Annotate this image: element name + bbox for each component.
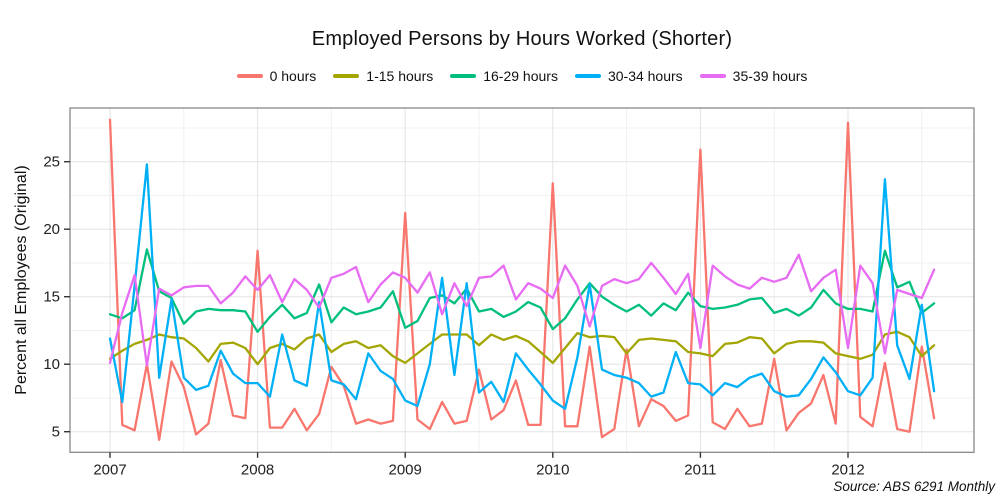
axis-ticks [64, 160, 849, 458]
x-axis-tick-labels: 2007 2008 2009 2010 2011 2012 [93, 461, 864, 478]
legend-swatch [236, 74, 263, 78]
y-tick-label: 5 [52, 424, 60, 441]
legend-swatch [699, 74, 726, 78]
x-tick-label: 2012 [831, 461, 864, 478]
legend-item-30-34-hours: 30-34 hours [574, 68, 683, 84]
plot-panel [70, 108, 974, 453]
legend-swatch [450, 74, 477, 78]
series-line-0-hours [108, 118, 936, 441]
legend-label: 1-15 hours [366, 68, 434, 84]
series-line-35-39-hours [108, 253, 936, 367]
x-tick-label: 2009 [389, 461, 422, 478]
legend-label: 16-29 hours [483, 68, 558, 84]
legend-item-16-29-hours: 16-29 hours [450, 68, 558, 84]
y-tick-label: 10 [43, 356, 60, 373]
y-tick-label: 25 [43, 154, 60, 171]
y-axis-tick-labels: 5 10 15 20 25 [43, 154, 60, 441]
series-line-30-34-hours [108, 163, 936, 410]
panel-border [69, 107, 975, 453]
series-line-1-15-hours [108, 330, 936, 366]
x-tick-label: 2007 [93, 461, 126, 478]
page-title: Employed Persons by Hours Worked (Shorte… [311, 28, 733, 50]
minor-gridlines [70, 108, 974, 453]
legend-swatch [333, 74, 360, 78]
y-tick-label: 15 [43, 289, 60, 306]
x-tick-label: 2011 [684, 461, 716, 478]
y-tick-label: 20 [43, 221, 60, 238]
legend: 0 hours 1-15 hours 16-29 hours 30-34 hours 3… [70, 68, 974, 84]
legend-label: 35-39 hours [732, 68, 808, 84]
legend-item-35-39-hours: 35-39 hours [699, 68, 808, 84]
legend-swatch [574, 74, 601, 78]
legend-item-0-hours: 0 hours [236, 68, 317, 84]
source-note: Source: ABS 6291 Monthly [833, 479, 995, 494]
legend-item-1-15-hours: 1-15 hours [333, 68, 433, 84]
legend-label: 30-34 hours [607, 68, 683, 84]
x-tick-label: 2008 [241, 461, 274, 478]
x-tick-label: 2010 [536, 461, 569, 478]
series-line-16-29-hours [108, 248, 936, 333]
legend-label: 0 hours [269, 68, 317, 84]
